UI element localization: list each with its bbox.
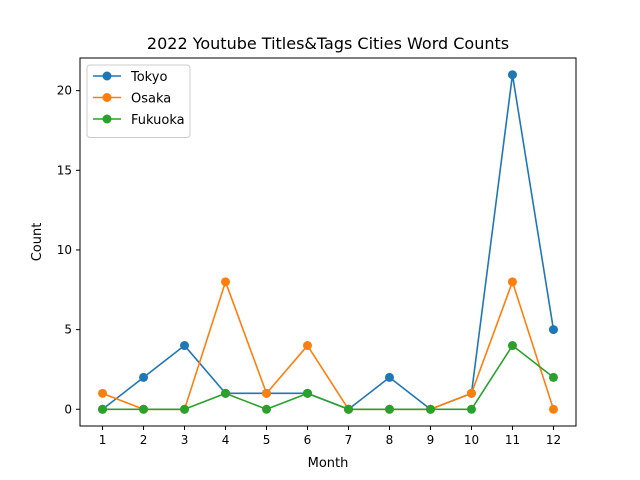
data-point xyxy=(507,277,517,287)
data-point xyxy=(303,388,313,398)
y-axis-label: Count xyxy=(30,223,45,262)
x-tick-label: 11 xyxy=(505,433,520,447)
x-tick-label: 10 xyxy=(464,433,479,447)
data-point xyxy=(384,404,394,414)
data-point xyxy=(98,388,108,398)
data-point xyxy=(466,404,476,414)
data-point xyxy=(466,388,476,398)
data-point xyxy=(303,341,313,351)
y-tick-label: 5 xyxy=(64,323,72,337)
x-tick-label: 3 xyxy=(181,433,189,447)
data-point xyxy=(343,404,353,414)
legend-label: Osaka xyxy=(131,92,171,107)
x-axis: 1 2 3 4 5 6 7 8 9 10 11 12 xyxy=(99,426,561,447)
y-tick-label: 0 xyxy=(64,402,72,416)
y-tick-label: 10 xyxy=(57,243,72,257)
x-tick-label: 6 xyxy=(304,433,312,447)
data-point xyxy=(221,277,231,287)
series-osaka xyxy=(98,277,558,414)
x-tick-label: 5 xyxy=(263,433,271,447)
x-tick-label: 4 xyxy=(222,433,230,447)
plot-area xyxy=(79,57,577,427)
chart-title: 2022 Youtube Titles&Tags Cities Word Cou… xyxy=(147,34,509,53)
data-point xyxy=(425,404,435,414)
x-tick-label: 7 xyxy=(345,433,353,447)
series-line xyxy=(102,281,555,411)
x-tick-label: 9 xyxy=(427,433,435,447)
data-point xyxy=(262,388,272,398)
legend-label: Fukuoka xyxy=(131,113,185,128)
x-tick-label: 1 xyxy=(99,433,107,447)
x-axis-label: Month xyxy=(308,456,349,471)
data-point xyxy=(180,341,190,351)
data-point xyxy=(180,404,190,414)
data-point xyxy=(548,325,558,335)
data-point xyxy=(548,372,558,382)
legend-item: Osaka xyxy=(93,92,171,107)
legend-marker xyxy=(102,93,112,102)
legend-item: Tokyo xyxy=(93,70,167,85)
data-point xyxy=(384,372,394,382)
x-tick-label: 12 xyxy=(546,433,561,447)
legend-label: Tokyo xyxy=(130,70,167,85)
data-point xyxy=(507,341,517,351)
y-tick-label: 20 xyxy=(57,84,72,98)
y-tick-label: 15 xyxy=(57,163,72,177)
legend-marker xyxy=(102,114,112,124)
data-point xyxy=(98,404,108,414)
legend: Tokyo Osaka Fukuoka xyxy=(86,64,191,138)
legend-item: Fukuoka xyxy=(93,113,185,128)
y-axis: 0 5 10 15 20 xyxy=(57,84,80,416)
series-line xyxy=(102,344,554,411)
legend-marker xyxy=(102,71,112,81)
x-tick-label: 2 xyxy=(140,433,148,447)
series-layer xyxy=(98,70,558,414)
data-point xyxy=(548,404,558,414)
x-tick-label: 8 xyxy=(386,433,394,447)
data-point xyxy=(221,388,231,398)
series-fukuoka xyxy=(98,341,558,414)
data-point xyxy=(139,372,149,382)
data-point xyxy=(507,70,517,80)
data-point xyxy=(139,404,149,414)
data-point xyxy=(262,404,272,414)
